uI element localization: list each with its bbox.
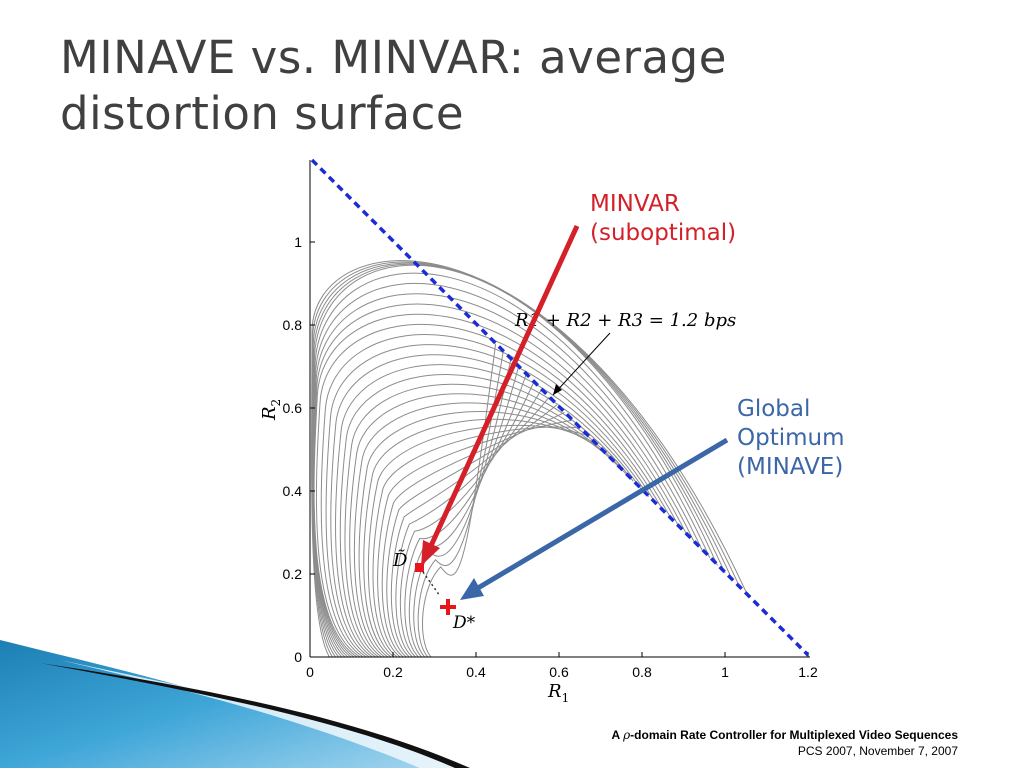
global-annotation-line3: (MINAVE): [737, 454, 844, 480]
minvar-annotation-line1: MINVAR: [590, 191, 680, 217]
y-tick-label: 0.8: [283, 317, 303, 333]
contour-line: [377, 419, 573, 658]
x-tick-label: 0.4: [466, 664, 486, 680]
contour-line: [315, 323, 672, 658]
constraint-label: R1 + R2 + R3 = 1.2 bps: [514, 310, 736, 331]
y-tick-label: 0: [294, 649, 302, 665]
minvar-annotation: MINVAR (suboptimal): [590, 190, 736, 248]
contour-line: [325, 344, 657, 658]
slide-title-line1: MINAVE vs. MINVAR: average: [60, 31, 727, 84]
contour-line: [386, 404, 558, 658]
minvar-arrow: [421, 224, 580, 566]
global-optimum-arrow: [460, 437, 729, 600]
global-optimum-marker: [440, 599, 456, 615]
constraint-label-pointer: [552, 332, 611, 396]
x-tick-label: 0.6: [549, 664, 569, 680]
footer-prefix: A: [611, 728, 624, 742]
contour-line: [353, 402, 611, 658]
y-tick-label: 0.4: [283, 483, 303, 499]
x-tick-label: 0: [306, 664, 314, 680]
constraint-label-arrowhead: [553, 384, 562, 395]
contour-line: [390, 396, 550, 658]
contour-line: [311, 262, 734, 658]
contour-line: [417, 351, 504, 658]
contour-line: [372, 426, 580, 658]
contour-line: [363, 418, 596, 658]
contour-line: [344, 383, 627, 658]
contour-line: [330, 354, 650, 658]
slide-title-line2: distortion surface: [60, 87, 465, 140]
y-tick-label: 1: [294, 234, 302, 250]
contour-line: [339, 374, 634, 658]
contour-line: [358, 411, 603, 658]
global-optimum-annotation: Global Optimum (MINAVE): [737, 395, 845, 482]
contour-line: [311, 260, 749, 658]
minvar-annotation-line2: (suboptimal): [590, 220, 737, 246]
slide-footer: A ρ-domain Rate Controller for Multiplex…: [612, 727, 958, 759]
y-tick-label: 0.6: [283, 400, 303, 416]
contour-line: [311, 263, 726, 658]
x-ticks: 0 0.2 0.4 0.6 0.8 1 1.2: [306, 652, 818, 680]
contour-line: [311, 261, 741, 658]
x-tick-label: 1.2: [798, 664, 818, 680]
connector-dots: [422, 571, 441, 597]
contour-line: [399, 381, 535, 658]
contour-line: [413, 358, 512, 658]
x-tick-label: 0.2: [383, 664, 403, 680]
constraint-line: [310, 158, 810, 657]
contour-line: [381, 412, 565, 658]
global-annotation-line1: Global: [737, 396, 811, 422]
contour-line: [313, 303, 688, 658]
x-tick-label: 1: [721, 664, 729, 680]
contour-line: [422, 343, 497, 658]
x-tick-label: 0.8: [632, 664, 652, 680]
dstar-label: D*: [452, 613, 476, 633]
contour-line: [320, 334, 665, 658]
slide-title: MINAVE vs. MINVAR: average distortion su…: [60, 30, 960, 142]
global-annotation-line2: Optimum: [737, 425, 845, 451]
contour-line: [349, 393, 619, 658]
footer-rho: ρ: [623, 728, 631, 742]
footer-date: PCS 2007, November 7, 2007: [797, 744, 958, 758]
contour-line: [312, 272, 711, 658]
contour-line: [395, 389, 542, 658]
contour-line: [312, 264, 718, 658]
footer-title: A ρ-domain Rate Controller for Multiplex…: [612, 727, 958, 743]
dtilde-label: D̃: [392, 549, 408, 571]
x-axis-label: R1: [547, 681, 569, 705]
y-axis-label: R2: [259, 399, 283, 421]
contour-line: [312, 283, 703, 658]
footer-suffix: -domain Rate Controller for Multiplexed …: [630, 728, 958, 742]
y-tick-label: 0.2: [283, 566, 303, 582]
minvar-point-marker: [415, 563, 424, 572]
y-ticks: 0 0.2 0.4 0.6 0.8 1: [283, 234, 315, 665]
contour-line: [335, 364, 642, 658]
contour-line: [367, 424, 588, 658]
